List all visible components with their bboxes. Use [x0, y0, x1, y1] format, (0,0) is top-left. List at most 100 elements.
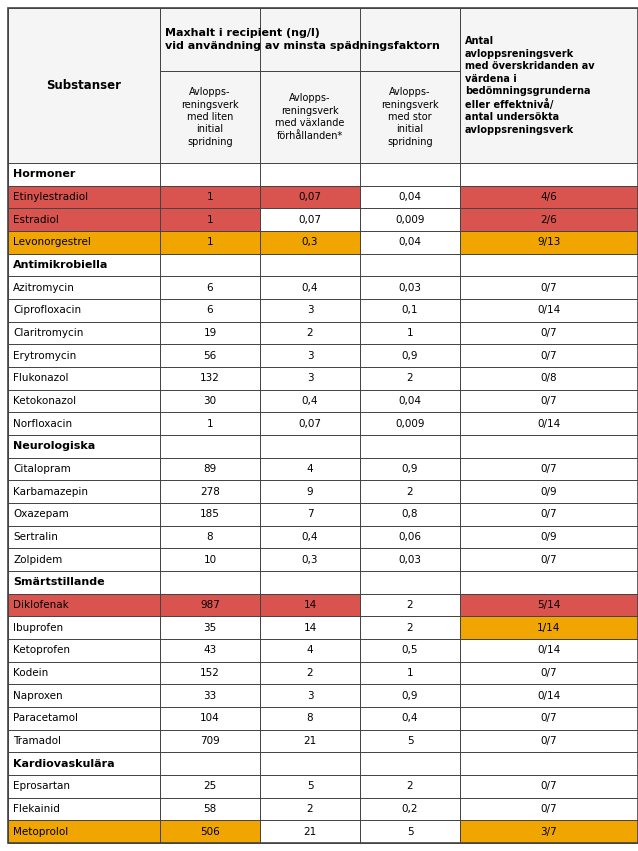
- Text: 0,3: 0,3: [302, 555, 318, 565]
- Text: Kardiovaskulära: Kardiovaskulära: [13, 759, 115, 768]
- Text: 0/9: 0/9: [540, 487, 558, 497]
- Text: Paracetamol: Paracetamol: [13, 713, 78, 723]
- Bar: [460, 345, 638, 367]
- Bar: [8, 526, 160, 548]
- Bar: [360, 594, 460, 616]
- Bar: [460, 684, 638, 707]
- Text: 25: 25: [204, 781, 217, 791]
- Bar: [260, 186, 360, 208]
- Text: 5/14: 5/14: [537, 600, 561, 610]
- Bar: [160, 820, 260, 843]
- Bar: [260, 231, 360, 254]
- Text: 0/7: 0/7: [540, 555, 558, 565]
- Text: 0/14: 0/14: [537, 419, 561, 429]
- Text: 9/13: 9/13: [537, 237, 561, 248]
- Bar: [360, 299, 460, 322]
- Text: 2: 2: [406, 374, 413, 383]
- Text: Kodein: Kodein: [13, 668, 48, 678]
- Bar: [160, 797, 260, 820]
- Text: Ketokonazol: Ketokonazol: [13, 396, 76, 406]
- Bar: [360, 775, 460, 797]
- Text: 0,9: 0,9: [402, 691, 419, 700]
- Text: Metoprolol: Metoprolol: [13, 826, 68, 837]
- Bar: [360, 639, 460, 662]
- Bar: [8, 435, 638, 458]
- Text: 1: 1: [406, 668, 413, 678]
- Text: 0/8: 0/8: [540, 374, 558, 383]
- Bar: [260, 707, 360, 729]
- Text: 89: 89: [204, 464, 217, 474]
- Bar: [460, 186, 638, 208]
- Text: 6: 6: [207, 283, 213, 293]
- Bar: [8, 277, 160, 299]
- Bar: [8, 186, 160, 208]
- Text: 1: 1: [207, 214, 213, 225]
- Text: Claritromycin: Claritromycin: [13, 328, 84, 338]
- Text: Norfloxacin: Norfloxacin: [13, 419, 72, 429]
- Text: Flukonazol: Flukonazol: [13, 374, 68, 383]
- Text: 0,1: 0,1: [402, 306, 419, 316]
- Text: 0,07: 0,07: [299, 192, 322, 202]
- Bar: [160, 548, 260, 571]
- Text: 2: 2: [406, 600, 413, 610]
- Text: 1: 1: [207, 419, 213, 429]
- Bar: [260, 480, 360, 503]
- Bar: [360, 208, 460, 231]
- Bar: [360, 413, 460, 435]
- Bar: [260, 820, 360, 843]
- Text: Azitromycin: Azitromycin: [13, 283, 75, 293]
- Bar: [460, 639, 638, 662]
- Bar: [360, 390, 460, 413]
- Bar: [8, 458, 160, 480]
- Bar: [8, 208, 160, 231]
- Bar: [260, 277, 360, 299]
- Bar: [460, 458, 638, 480]
- Bar: [8, 797, 160, 820]
- Text: Avlopps-
reningsverk
med liten
initial
spridning: Avlopps- reningsverk med liten initial s…: [181, 87, 239, 147]
- Bar: [160, 684, 260, 707]
- Bar: [460, 729, 638, 752]
- Bar: [460, 707, 638, 729]
- Bar: [8, 254, 638, 277]
- Text: 0,009: 0,009: [396, 214, 425, 225]
- Bar: [8, 752, 638, 775]
- Text: 2/6: 2/6: [540, 214, 558, 225]
- Bar: [160, 639, 260, 662]
- Text: 132: 132: [200, 374, 220, 383]
- Bar: [8, 503, 160, 526]
- Bar: [260, 299, 360, 322]
- Bar: [460, 367, 638, 390]
- Text: Flekainid: Flekainid: [13, 804, 60, 814]
- Text: 43: 43: [204, 645, 217, 655]
- Bar: [260, 345, 360, 367]
- Bar: [260, 639, 360, 662]
- Bar: [8, 616, 160, 639]
- Bar: [460, 820, 638, 843]
- Text: Zolpidem: Zolpidem: [13, 555, 63, 565]
- Text: Tramadol: Tramadol: [13, 736, 61, 746]
- Bar: [8, 231, 160, 254]
- Text: 2: 2: [307, 804, 313, 814]
- Bar: [8, 8, 160, 163]
- Text: 0,4: 0,4: [302, 396, 318, 406]
- Bar: [460, 413, 638, 435]
- Text: 4/6: 4/6: [540, 192, 558, 202]
- Text: Estradiol: Estradiol: [13, 214, 59, 225]
- Bar: [460, 503, 638, 526]
- Text: Ciprofloxacin: Ciprofloxacin: [13, 306, 81, 316]
- Bar: [260, 775, 360, 797]
- Bar: [260, 71, 360, 163]
- Text: 5: 5: [307, 781, 313, 791]
- Text: 0/7: 0/7: [540, 781, 558, 791]
- Text: 0,9: 0,9: [402, 351, 419, 361]
- Text: 33: 33: [204, 691, 217, 700]
- Text: Naproxen: Naproxen: [13, 691, 63, 700]
- Text: 0/7: 0/7: [540, 510, 558, 519]
- Bar: [360, 322, 460, 345]
- Text: 0,4: 0,4: [302, 283, 318, 293]
- Bar: [360, 662, 460, 684]
- Bar: [160, 775, 260, 797]
- Text: 506: 506: [200, 826, 220, 837]
- Bar: [160, 616, 260, 639]
- Text: 1/14: 1/14: [537, 623, 561, 632]
